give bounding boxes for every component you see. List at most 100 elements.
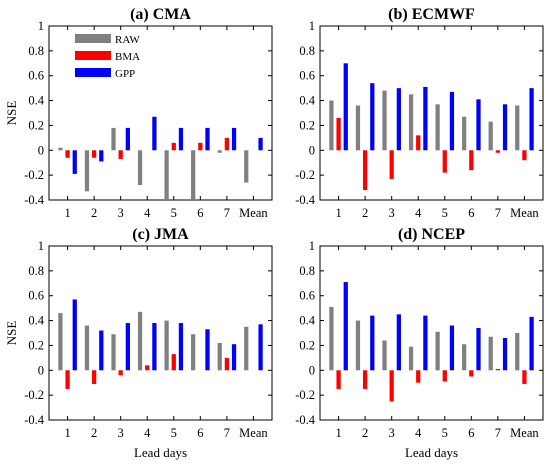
bar-raw-3 [382,340,387,371]
y-tick-label: 0 [38,143,44,157]
x-axis-label: Lead days [405,445,458,460]
x-tick-label: 2 [362,206,368,220]
bar-bma-7 [224,137,229,151]
bar-gpp-5 [178,323,184,371]
y-axis-label: NSE [4,101,19,126]
bar-bma-2 [92,370,97,384]
chart-panel-1: -0.4 -0.2 0 0.2 0.4 0.6 0.8 1 1 2 3 4 5 6 7 Mean (a) CMA… [4,6,273,220]
y-tick-label: -0.4 [295,413,316,427]
bar-bma-7 [224,357,229,371]
y-tick-label: 0 [309,143,315,157]
x-tick-label: 5 [171,206,177,220]
plot-frame [319,25,544,201]
bar-raw-5 [164,320,169,371]
bar-raw-mean [515,105,520,151]
bar-gpp-3 [396,88,401,151]
bar-raw-6 [462,344,467,371]
plot-frame [48,245,273,421]
x-tick-label: 7 [495,426,501,440]
panel-title: (a) CMA [130,6,191,23]
bar-gpp-4 [152,116,157,151]
y-tick-label: 0.4 [28,94,44,108]
bar-bma-4 [145,365,150,371]
y-tick-label: 0.8 [28,44,44,58]
x-tick-label: 4 [144,206,151,220]
x-tick-label: Mean [239,206,268,220]
x-tick-label: 7 [224,206,230,220]
y-tick-label: -0.4 [24,413,45,427]
bar-raw-3 [111,334,116,371]
legend-swatch-gpp [75,68,111,77]
bar-bma-7 [495,369,500,371]
y-tick-label: 0.2 [299,338,315,352]
legend-swatch-bma [75,51,111,60]
bar-raw-4 [408,94,414,151]
bar-bma-1 [65,370,70,389]
bar-gpp-6 [205,329,210,371]
x-tick-label: 7 [495,206,501,220]
y-tick-label: 0.2 [28,338,44,352]
bar-bma-6 [469,150,474,171]
bar-gpp-mean [529,316,534,371]
plot-frame [48,25,273,201]
x-tick-label: 3 [118,426,124,440]
x-tick-label: 6 [197,206,203,220]
bar-gpp-2 [99,150,104,162]
bar-bma-1 [336,370,341,389]
x-tick-label: 2 [362,426,368,440]
bar-bma-3 [118,370,123,376]
bar-bma-2 [363,370,368,389]
x-tick-label: 1 [335,426,341,440]
y-tick-label: 0.2 [299,118,315,132]
bar-gpp-2 [99,330,104,371]
bar-raw-7 [488,336,493,371]
legend-label-raw: RAW [115,34,140,46]
bar-bma-6 [469,370,474,377]
bar-raw-mean [515,333,520,371]
bar-raw-3 [382,90,387,151]
y-tick-label: -0.4 [295,193,316,207]
x-tick-label: 6 [197,426,203,440]
bar-bma-4 [416,370,421,383]
chart-panel-2: -0.4 -0.2 0 0.2 0.4 0.6 0.8 1 1 2 3 4 5 6 7 Mean (b) ECM… [295,6,544,220]
bar-gpp-1 [343,282,348,371]
x-axis-label: Lead days [134,445,187,460]
y-tick-label: 0.8 [299,264,315,278]
y-tick-label: 0.8 [28,264,44,278]
bar-bma-1 [65,150,70,158]
bar-raw-mean [244,326,249,371]
bar-bma-5 [171,142,176,151]
y-tick-label: -0.4 [24,193,45,207]
bar-bma-5 [442,370,447,382]
bar-raw-2 [355,105,361,151]
bar-gpp-4 [423,86,428,151]
y-tick-label: 0.6 [28,69,44,83]
y-tick-label: 0 [38,363,44,377]
x-tick-label: 4 [415,426,422,440]
y-axis-label: NSE [4,321,19,346]
y-tick-label: -0.2 [24,388,44,402]
bar-raw-1 [58,147,63,151]
bar-bma-3 [389,150,394,179]
bar-raw-1 [58,313,63,371]
bar-raw-1 [329,100,334,151]
bar-bma-3 [389,370,394,402]
x-tick-label: 1 [335,206,341,220]
bar-raw-2 [84,150,90,192]
bar-gpp-5 [449,91,455,151]
bar-raw-1 [329,306,334,371]
x-tick-label: 4 [415,206,422,220]
x-tick-label: 1 [64,206,70,220]
x-tick-label: Mean [510,206,539,220]
panel-title: (b) ECMWF [388,6,475,23]
bar-raw-5 [164,150,169,200]
bar-bma-7 [495,150,500,153]
bar-gpp-6 [476,328,481,371]
x-tick-label: 6 [468,426,474,440]
bar-gpp-2 [370,83,375,151]
bar-raw-4 [137,311,143,371]
y-tick-label: 0 [309,363,315,377]
bar-gpp-5 [178,127,184,151]
x-tick-label: 6 [468,206,474,220]
y-tick-label: 1 [309,19,315,33]
